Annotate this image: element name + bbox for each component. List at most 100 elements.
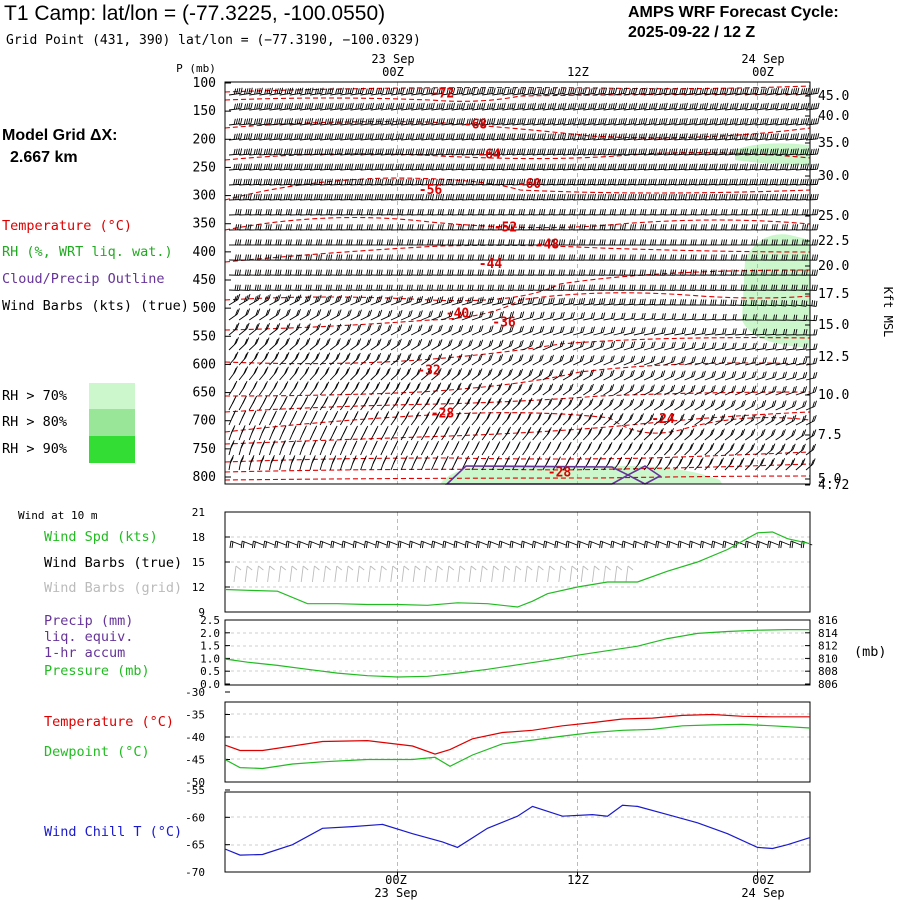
wind-barb [633,87,648,96]
wind-barb-flag [368,254,371,261]
wind-barb-flag [608,133,611,140]
wind-barb-flag [530,284,533,291]
wind-barb-flag [305,269,308,276]
wind-barb-flag [397,209,400,215]
wind-barb-flag [725,224,728,230]
wind-barb-flag [730,299,733,306]
wind-barb [532,102,547,111]
wind-barb-flag [412,148,415,155]
wind-barb-flag [407,224,410,230]
wind-barb-flag [473,117,476,124]
wind-barb [785,148,799,156]
wind-barb-shaft [704,153,717,156]
wind-barb-flag [547,179,550,185]
wind-barb-flag [553,224,556,230]
wind-barb-flag [682,209,685,215]
wind-barb-flag [664,269,667,276]
wind-barb [755,284,768,291]
wind-barb [451,102,466,111]
wind-barb [654,239,667,246]
wind-barb-flag [304,118,307,125]
wind-barb [795,163,809,171]
wind-barb [532,254,545,261]
wind-barb-flag [295,284,298,291]
wind-barb-flag [548,298,551,305]
wind-barb-flag [743,209,746,215]
wind-barb-flag [449,269,452,276]
wind-barb-flag [338,163,341,170]
wind-barb-flag [266,103,269,110]
wind-barb-flag [392,102,395,109]
wind-barb-flag [452,133,455,139]
wind-barb-flag [806,254,808,261]
wind-barb-flag [288,103,291,109]
wind-barb-flag [790,163,793,170]
wind-barb [401,193,414,201]
wind-barb-flag [409,224,412,230]
wind-barb-flag [244,269,247,276]
wind-barb-flag [541,118,544,125]
wind-barb-shaft [613,168,626,171]
wind-barb-flag [708,194,711,200]
wind-barb-flag [702,284,705,291]
wind-barb-flag [488,209,491,215]
wind-barb-flag [782,133,785,140]
wind-barb [380,239,394,246]
wind-barb-flag [310,254,312,261]
wind-barb-flag [797,87,800,94]
wind-barb-flag [420,133,423,140]
wind-barb [320,117,334,126]
wind-barb-flag [492,284,494,291]
wind-barb-flag [236,284,239,291]
wind-barb-flag [408,103,411,110]
wind-barb-flag [557,179,560,185]
wind-barb-flag [448,88,451,95]
wind-barb-flag [248,103,251,109]
wind-barb-flag [521,178,524,185]
wind-barb-flag [400,295,403,302]
wind-barb-flag [290,163,293,170]
wind-barb-flag [435,179,438,185]
wind-barb-flag [792,194,795,200]
wind-barb-flag [359,87,362,94]
wind-barb-flag [613,284,616,291]
wind-barb [654,193,667,201]
wind-barb-flag [752,88,755,95]
wind-barb-flag [308,239,310,246]
wind-barb-flag [691,148,694,155]
wind-barb [735,87,749,96]
wind-barb-flag [253,296,257,303]
wind-barb-flag [649,284,652,291]
wind-barb-flag [664,178,667,185]
wind-barb-flag [533,209,536,215]
wind-barb [643,102,658,111]
wind-barb [451,209,465,216]
wind-barb [482,133,496,141]
wind-barb-flag [479,284,482,291]
wind-barb [249,102,263,111]
wind-barb [289,269,302,276]
wind-barb-flag [351,178,354,185]
wind-barb [654,224,667,231]
wind-barb-flag [477,284,480,291]
wind-barb [279,269,292,276]
wind-barb-flag [739,133,742,140]
wind-barb [512,133,526,141]
wind-barb-flag [349,103,352,109]
wind-barb-flag [721,194,724,200]
wind-barb-flag [345,296,349,303]
wind-barb-flag [458,118,461,125]
wind-barb-flag [782,163,785,170]
wind-barb [512,163,526,171]
wind-barb-flag [589,254,591,261]
wind-barb-flag [641,284,644,291]
wind-barb-flag [650,163,653,170]
wind-barb-flag [804,224,807,230]
wind-barb-flag [391,239,394,246]
wind-barb-flag [712,284,715,291]
wind-barb [512,87,527,96]
wind-barb-flag [558,284,561,291]
wind-barb-flag [426,88,429,95]
wind-barb [795,239,809,246]
wind-barb-flag [701,133,704,140]
